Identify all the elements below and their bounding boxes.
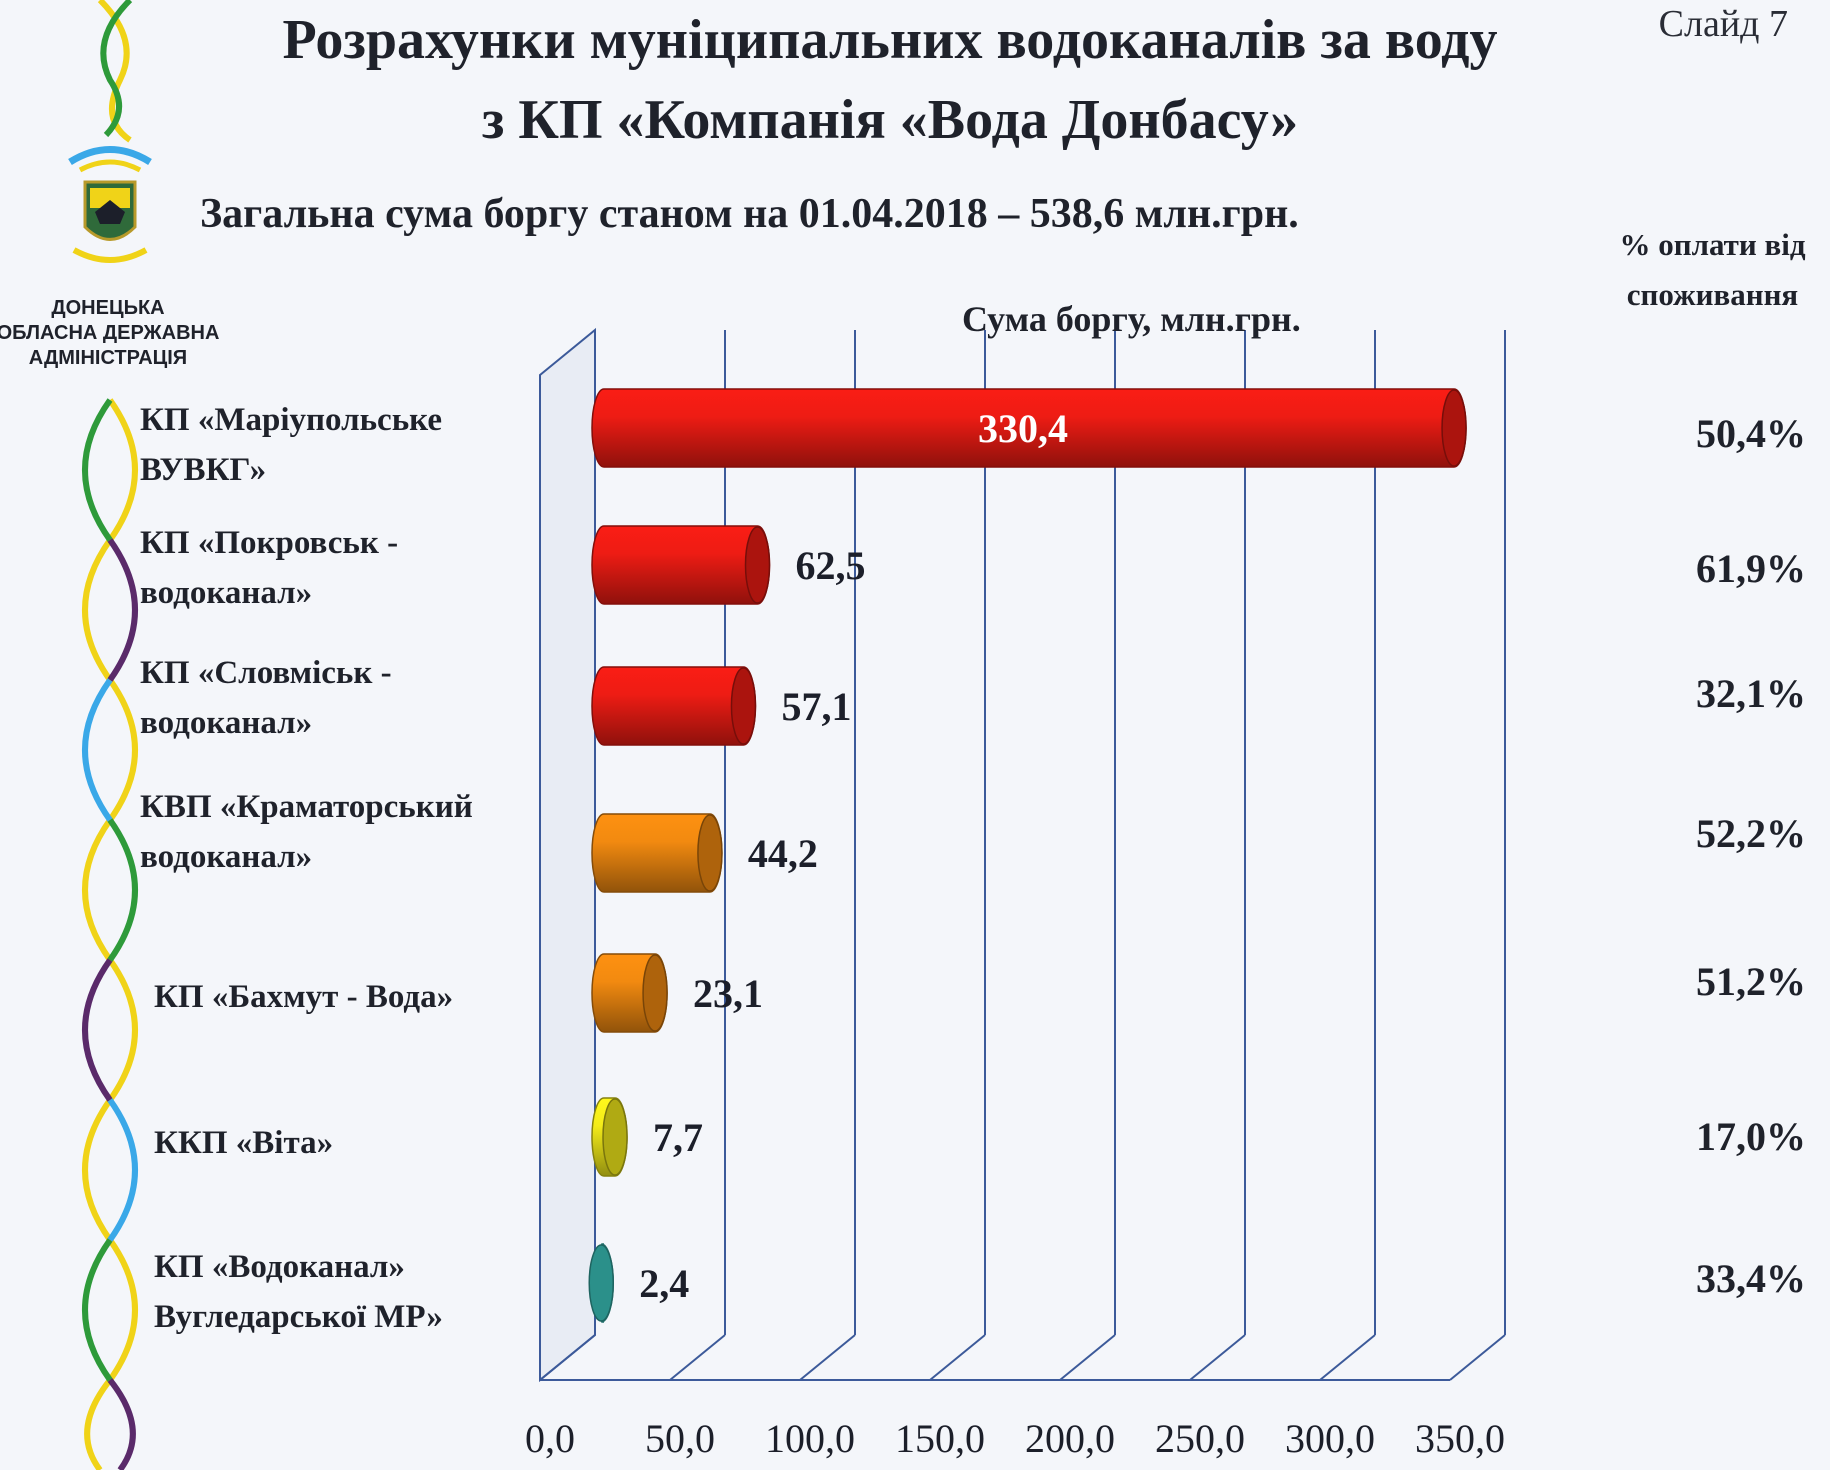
row-label-line: КП «Бахмут - Вода» — [154, 979, 454, 1015]
row-label: КП «Бахмут - Вода» — [154, 972, 453, 1022]
row-label: КП «Маріупольське ВУВКГ» — [140, 395, 442, 495]
data-label: 62,5 — [796, 543, 866, 588]
gridline-floor — [1449, 1334, 1506, 1381]
tick-label: 0,0 — [525, 1416, 575, 1461]
row-label-line: КП «Маріупольське — [140, 402, 442, 438]
bar-end-cap — [1441, 389, 1467, 467]
payment-percent: 33,4% — [1696, 1256, 1806, 1301]
organization-name: ДОНЕЦЬКА ОБЛАСНА ДЕРЖАВНА АДМІНІСТРАЦІЯ — [0, 296, 228, 371]
pct-header-line: % оплати від — [1619, 227, 1806, 262]
pct-header-line: споживання — [1626, 277, 1799, 312]
slide-number: Слайд 7 — [1658, 3, 1788, 45]
row-label-line: водоканал» — [140, 839, 313, 875]
decorative-braid — [82, 0, 138, 1470]
bar-end-cap — [730, 667, 757, 745]
payment-percent: 32,1% — [1696, 671, 1806, 716]
data-label: 57,1 — [781, 684, 851, 729]
payment-percent: 50,4% — [1696, 411, 1806, 456]
data-label: 2,4 — [639, 1261, 689, 1306]
bar-end-cap — [588, 1244, 614, 1322]
row-label-line: водоканал» — [140, 575, 313, 611]
coat-of-arms-icon — [68, 146, 152, 263]
tick-label: 250,0 — [1155, 1416, 1245, 1461]
gridline-floor — [1059, 1334, 1116, 1381]
bar-end-cap — [697, 814, 723, 892]
row-label: КВП «Краматорський водоканал» — [140, 782, 473, 882]
gridline-floor — [799, 1334, 856, 1381]
bar-end-cap — [642, 954, 668, 1032]
chart-side-wall — [539, 327, 596, 1383]
gridline-floor — [1189, 1334, 1246, 1381]
payment-percent: 61,9% — [1696, 546, 1806, 591]
row-label: КП «Водоканал» Вугледарської МР» — [154, 1242, 443, 1342]
row-label-line: КП «Водоканал» — [154, 1249, 405, 1285]
row-label: КП «Покровськ - водоканал» — [140, 518, 398, 618]
tick-label: 100,0 — [765, 1416, 855, 1461]
data-label: 44,2 — [748, 831, 818, 876]
row-label: КП «Словміськ - водоканал» — [140, 648, 392, 748]
row-label: ККП «Віта» — [154, 1118, 333, 1168]
title-line-1: Розрахунки муніципальних водоканалів за … — [282, 9, 1498, 71]
tick-label: 300,0 — [1285, 1416, 1375, 1461]
bar-end-cap — [602, 1098, 628, 1176]
payment-percent: 51,2% — [1696, 959, 1806, 1004]
row-label-line: ККП «Віта» — [154, 1125, 334, 1161]
title-line-2: з КП «Компанія «Вода Донбасу» — [481, 89, 1299, 151]
row-label-line: ВУВКГ» — [140, 452, 267, 488]
slide-title: Розрахунки муніципальних водоканалів за … — [200, 0, 1580, 160]
row-label-line: Вугледарської МР» — [154, 1299, 443, 1335]
payment-percent-header: % оплати від споживання — [1580, 220, 1830, 320]
subtitle: Загальна сума боргу станом на 01.04.2018… — [200, 191, 1299, 237]
org-line: АДМІНІСТРАЦІЯ — [28, 347, 188, 369]
gridline-floor — [669, 1334, 726, 1381]
org-line: ДОНЕЦЬКА — [51, 297, 165, 319]
gridline-floor — [539, 1334, 596, 1381]
payment-percent: 52,2% — [1696, 811, 1806, 856]
tick-label: 150,0 — [895, 1416, 985, 1461]
gridline-floor — [1319, 1334, 1376, 1381]
data-label: 23,1 — [693, 971, 763, 1016]
chart-title: Сума боргу, млн.грн. — [962, 299, 1301, 339]
row-label-line: водоканал» — [140, 705, 313, 741]
org-line: ОБЛАСНА ДЕРЖАВНА — [0, 322, 220, 344]
data-label: 330,4 — [978, 406, 1068, 451]
data-label: 7,7 — [653, 1115, 703, 1160]
tick-label: 350,0 — [1415, 1416, 1505, 1461]
tick-label: 50,0 — [645, 1416, 715, 1461]
row-label-line: КП «Покровськ - — [140, 525, 399, 561]
payment-percent: 17,0% — [1696, 1114, 1806, 1159]
bar — [591, 525, 771, 605]
row-label-line: КП «Словміськ - — [140, 655, 392, 691]
tick-label: 200,0 — [1025, 1416, 1115, 1461]
gridline-floor — [929, 1334, 986, 1381]
bar-end-cap — [744, 526, 771, 604]
row-label-line: КВП «Краматорський — [140, 789, 473, 825]
